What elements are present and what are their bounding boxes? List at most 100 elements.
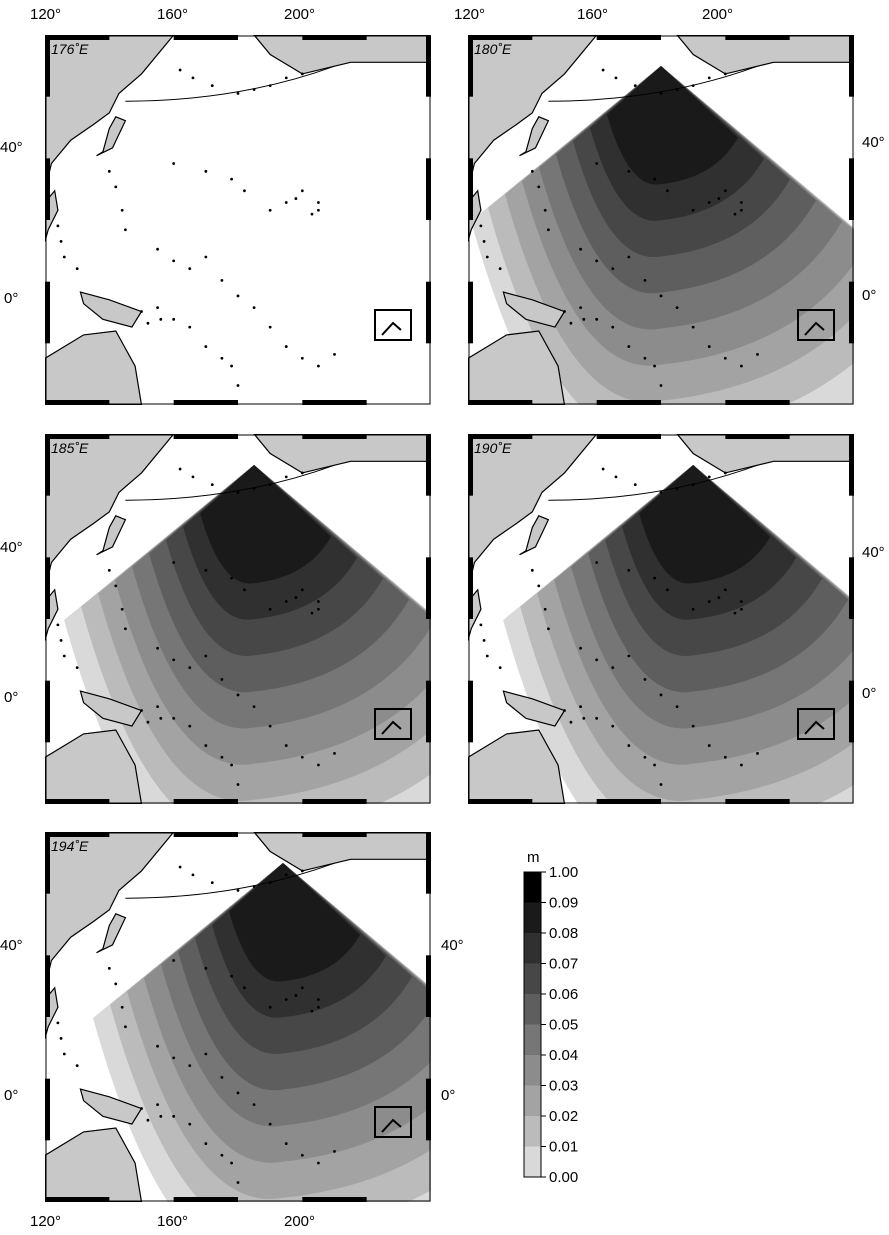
land-mass <box>502 291 566 328</box>
island-dot <box>220 356 224 360</box>
island-dot <box>62 1052 66 1056</box>
map-panel-194e: 194˚E <box>45 832 431 1202</box>
island-dot <box>595 561 599 564</box>
island-dot <box>204 345 208 348</box>
island-dot <box>707 201 711 204</box>
island-dot <box>595 317 599 321</box>
frame-tick-bottom <box>302 400 367 405</box>
island-dot <box>317 364 320 368</box>
island-dot <box>268 1005 272 1009</box>
island-dot <box>300 72 304 76</box>
x-tick-200-top-left: 200° <box>284 6 316 23</box>
land-mass <box>45 729 143 804</box>
legend-level-label: 0.01 <box>549 1139 578 1156</box>
island-dot <box>191 475 195 479</box>
island-dot <box>140 1107 143 1110</box>
island-dot <box>653 177 656 181</box>
island-dot <box>146 321 150 325</box>
land-mass <box>519 515 550 556</box>
y-tick-0-right-row1: 0° <box>862 287 877 304</box>
panel-title: 185˚E <box>51 440 89 456</box>
island-dot <box>204 255 208 259</box>
island-dot <box>294 197 298 200</box>
island-dot <box>172 162 176 165</box>
land-mass <box>468 729 566 804</box>
legend-unit: m <box>527 849 540 866</box>
island-dot <box>220 278 224 282</box>
frame-tick-top <box>45 434 110 439</box>
island-dot <box>284 744 288 747</box>
panel-title: 180˚E <box>474 41 512 57</box>
frame-tick-right <box>426 35 431 97</box>
island-dot <box>284 873 288 877</box>
frame-tick-top <box>45 832 110 837</box>
legend-level-label: 0.00 <box>549 1169 578 1186</box>
island-dot <box>188 666 192 670</box>
island-dot <box>75 267 79 271</box>
island-dot <box>717 197 721 200</box>
frame-tick-top <box>173 832 238 837</box>
legend-swatch <box>524 963 541 994</box>
land-mass <box>502 690 566 727</box>
panel-title: 194˚E <box>51 838 89 854</box>
island-dot <box>707 744 711 747</box>
island-dot <box>124 1025 127 1029</box>
island-dot <box>595 716 599 720</box>
x-tick-120-top-left: 120° <box>30 6 62 23</box>
inset-box <box>797 309 835 341</box>
island-dot <box>191 76 195 80</box>
island-dot <box>537 584 541 588</box>
frame-tick-right <box>426 680 431 743</box>
island-dot <box>172 259 176 263</box>
island-dot <box>252 705 256 709</box>
island-dot <box>659 693 663 697</box>
island-dot <box>691 607 695 611</box>
island-dot <box>653 576 656 580</box>
frame-tick-left <box>468 557 473 619</box>
island-dot <box>252 306 256 310</box>
island-dot <box>188 1122 192 1126</box>
frame-tick-right <box>849 35 854 97</box>
island-dot <box>156 705 159 709</box>
island-dot <box>243 986 246 990</box>
island-dot <box>56 224 60 228</box>
land-mass <box>676 35 854 75</box>
island-dot <box>120 607 124 611</box>
legend-swatch <box>524 872 541 903</box>
island-dot <box>482 639 486 642</box>
island-dot <box>653 763 656 767</box>
island-dot <box>220 1153 224 1157</box>
frame-tick-bottom <box>45 1197 110 1202</box>
frame-tick-left <box>45 1078 50 1141</box>
frame-tick-bottom <box>302 799 367 804</box>
island-dot <box>284 1142 288 1145</box>
x-tick-200-bottom: 200° <box>284 1213 316 1230</box>
island-dot <box>204 654 208 658</box>
island-dot <box>310 212 314 216</box>
island-dot <box>479 224 483 228</box>
island-dot <box>740 763 743 767</box>
island-dot <box>172 1114 176 1118</box>
island-dot <box>230 763 233 767</box>
frame-tick-right <box>849 680 854 743</box>
y-tick-40-row3: 40° <box>0 937 23 954</box>
island-dot <box>172 658 176 662</box>
island-dot <box>582 716 586 720</box>
island-dot <box>707 345 711 348</box>
frame-tick-right <box>849 158 854 220</box>
panel-title: 176˚E <box>51 41 89 57</box>
island-dot <box>146 720 150 724</box>
land-mass <box>468 330 566 405</box>
island-dot <box>627 169 631 173</box>
island-dot <box>268 724 272 728</box>
island-dot <box>236 491 240 494</box>
island-dot <box>159 1114 163 1118</box>
island-dot <box>653 364 656 368</box>
island-dot <box>740 208 743 212</box>
map-panel-180e: 180˚E <box>468 35 854 405</box>
frame-tick-right <box>426 1078 431 1141</box>
island-dot <box>268 1122 272 1126</box>
island-dot <box>659 92 663 95</box>
frame-tick-right <box>426 557 431 619</box>
map-panel-185e: 185˚E <box>45 434 431 804</box>
